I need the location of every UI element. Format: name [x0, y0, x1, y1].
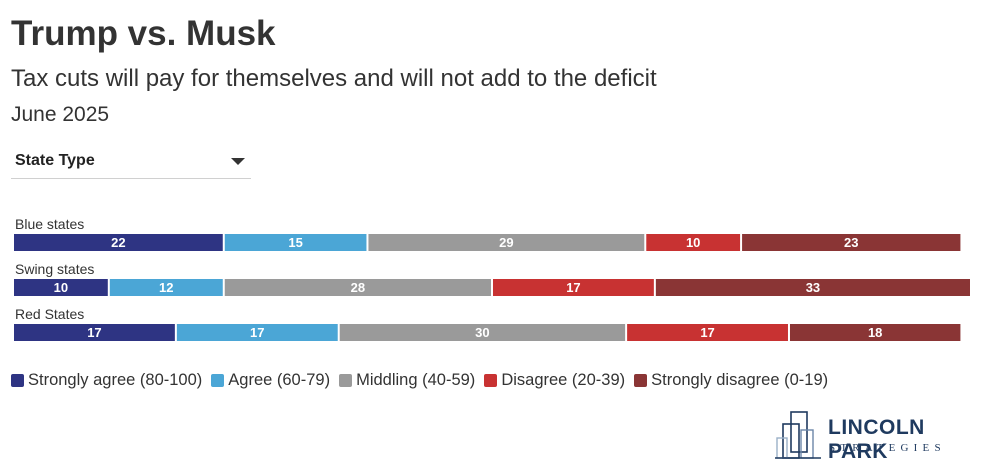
bar-value-label: 30	[475, 325, 489, 340]
legend-label: Agree (60-79)	[228, 371, 331, 389]
legend-label: Strongly disagree (0-19)	[651, 371, 829, 389]
bar-segment[interactable]	[14, 234, 223, 251]
bar-value-label: 10	[54, 280, 68, 295]
legend-item[interactable]: Strongly agree (80-100)	[11, 371, 202, 390]
legend-label: Disagree (20-39)	[501, 371, 626, 389]
legend-item[interactable]: Middling (40-59)	[339, 371, 475, 390]
bar-segment[interactable]	[627, 324, 788, 341]
bar-value-label: 17	[250, 325, 264, 340]
bar-value-label: 18	[868, 325, 882, 340]
bar-segment[interactable]	[789, 324, 961, 341]
chart-date: June 2025	[11, 103, 110, 126]
bar-value-label: 29	[499, 235, 513, 250]
row-label: Red States	[15, 306, 84, 322]
bar-segment[interactable]	[493, 279, 654, 296]
bar-segment[interactable]	[176, 324, 338, 341]
bar-value-label: 15	[288, 235, 302, 250]
lincoln-park-logo: LINCOLN PARK STRATEGIES	[775, 410, 980, 463]
chevron-down-icon[interactable]	[231, 158, 245, 165]
stacked-bar-chart: Blue states 22 15 29 10 23 Swing states 10 12 28 1…	[14, 216, 970, 341]
legend-swatch	[11, 374, 24, 387]
bar-segment[interactable]	[14, 279, 108, 296]
bar-value-label: 10	[686, 235, 700, 250]
bar-segment[interactable]	[742, 234, 961, 251]
legend-swatch	[484, 374, 498, 387]
legend-item[interactable]: Strongly disagree (0-19)	[634, 371, 828, 390]
legend-label: Middling (40-59)	[356, 371, 476, 389]
bar-value-label: 22	[111, 235, 125, 250]
chart-subtitle: Tax cuts will pay for themselves and wil…	[11, 65, 657, 92]
chart-title: Trump vs. Musk	[11, 14, 276, 53]
legend-item[interactable]: Agree (60-79)	[211, 371, 330, 390]
state-type-dropdown-label: State Type	[15, 152, 95, 169]
bar-segment[interactable]	[224, 279, 491, 296]
bar-segment[interactable]	[339, 324, 626, 341]
bar-segment[interactable]	[655, 279, 970, 296]
bar-segment[interactable]	[646, 234, 741, 251]
bar-value-label: 17	[700, 325, 714, 340]
bar-value-label: 33	[806, 280, 820, 295]
logo-name: LINCOLN PARK	[828, 416, 925, 463]
bar-value-label: 17	[566, 280, 580, 295]
bar-value-label: 17	[87, 325, 101, 340]
legend-label: Strongly agree (80-100)	[28, 371, 203, 389]
state-type-dropdown[interactable]: State Type	[11, 146, 251, 179]
legend-swatch	[634, 374, 648, 387]
bar-value-label: 12	[159, 280, 173, 295]
bar-segment[interactable]	[224, 234, 367, 251]
bar-segment[interactable]	[368, 234, 645, 251]
bar-segment[interactable]	[14, 324, 175, 341]
logo-tagline: STRATEGIES	[829, 442, 946, 454]
bar-segment[interactable]	[109, 279, 223, 296]
bar-value-label: 23	[844, 235, 858, 250]
bar-value-label: 28	[351, 280, 365, 295]
chart-legend: Strongly agree (80-100) Agree (60-79) Midd…	[11, 371, 837, 390]
legend-swatch	[339, 374, 353, 387]
row-label: Blue states	[15, 216, 84, 232]
lincoln-park-logo-icon	[775, 411, 821, 459]
legend-item[interactable]: Disagree (20-39)	[484, 371, 625, 390]
row-label: Swing states	[15, 261, 94, 277]
legend-swatch	[211, 374, 225, 387]
